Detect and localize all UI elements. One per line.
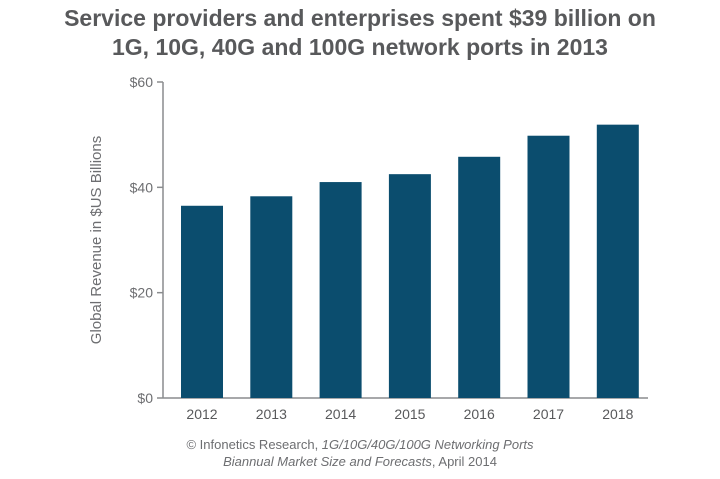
y-tick-label: $40 [130, 179, 154, 195]
bar-2015 [388, 174, 431, 398]
source-note: © Infonetics Research, 1G/10G/40G/100G N… [0, 436, 720, 470]
x-tick-label: 2013 [256, 406, 287, 422]
bar-2012 [181, 205, 223, 398]
bars [181, 124, 639, 398]
bar-2016 [458, 156, 501, 398]
x-tick-label: 2018 [602, 406, 633, 422]
x-axis: 2012 2013 2014 2015 2016 2017 2018 [186, 406, 633, 422]
x-tick-label: 2014 [325, 406, 356, 422]
y-tick-label: $20 [130, 285, 154, 301]
x-tick-label: 2016 [464, 406, 495, 422]
y-axis: $0 $20 $40 $60 [130, 74, 648, 406]
source-line-1: © Infonetics Research, 1G/10G/40G/100G N… [0, 436, 720, 453]
source-report-subtitle: Biannual Market Size and Forecasts [223, 454, 432, 469]
source-prefix: © Infonetics Research, [186, 437, 322, 452]
chart-title: Service providers and enterprises spent … [0, 4, 720, 62]
source-report-title: 1G/10G/40G/100G Networking Ports [321, 437, 534, 452]
bar-2014 [319, 182, 362, 398]
bar-2013 [250, 196, 293, 398]
x-tick-label: 2012 [186, 406, 217, 422]
y-axis-label: Global Revenue in $US Billions [88, 136, 105, 344]
y-tick-label: $60 [130, 74, 154, 90]
source-date: , April 2014 [431, 454, 497, 469]
source-line-2: Biannual Market Size and Forecasts, Apri… [0, 453, 720, 470]
bar-2018 [596, 124, 639, 398]
x-tick-label: 2017 [533, 406, 564, 422]
chart-title-line-1: Service providers and enterprises spent … [64, 5, 656, 31]
bar-2017 [527, 135, 570, 398]
chart-title-line-2: 1G, 10G, 40G and 100G network ports in 2… [112, 34, 608, 60]
x-tick-label: 2015 [394, 406, 425, 422]
y-tick-label: $0 [137, 390, 153, 406]
